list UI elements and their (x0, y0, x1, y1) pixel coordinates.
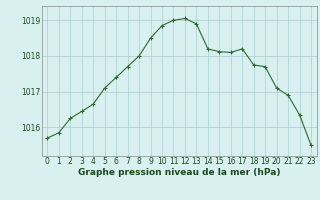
X-axis label: Graphe pression niveau de la mer (hPa): Graphe pression niveau de la mer (hPa) (78, 168, 280, 177)
